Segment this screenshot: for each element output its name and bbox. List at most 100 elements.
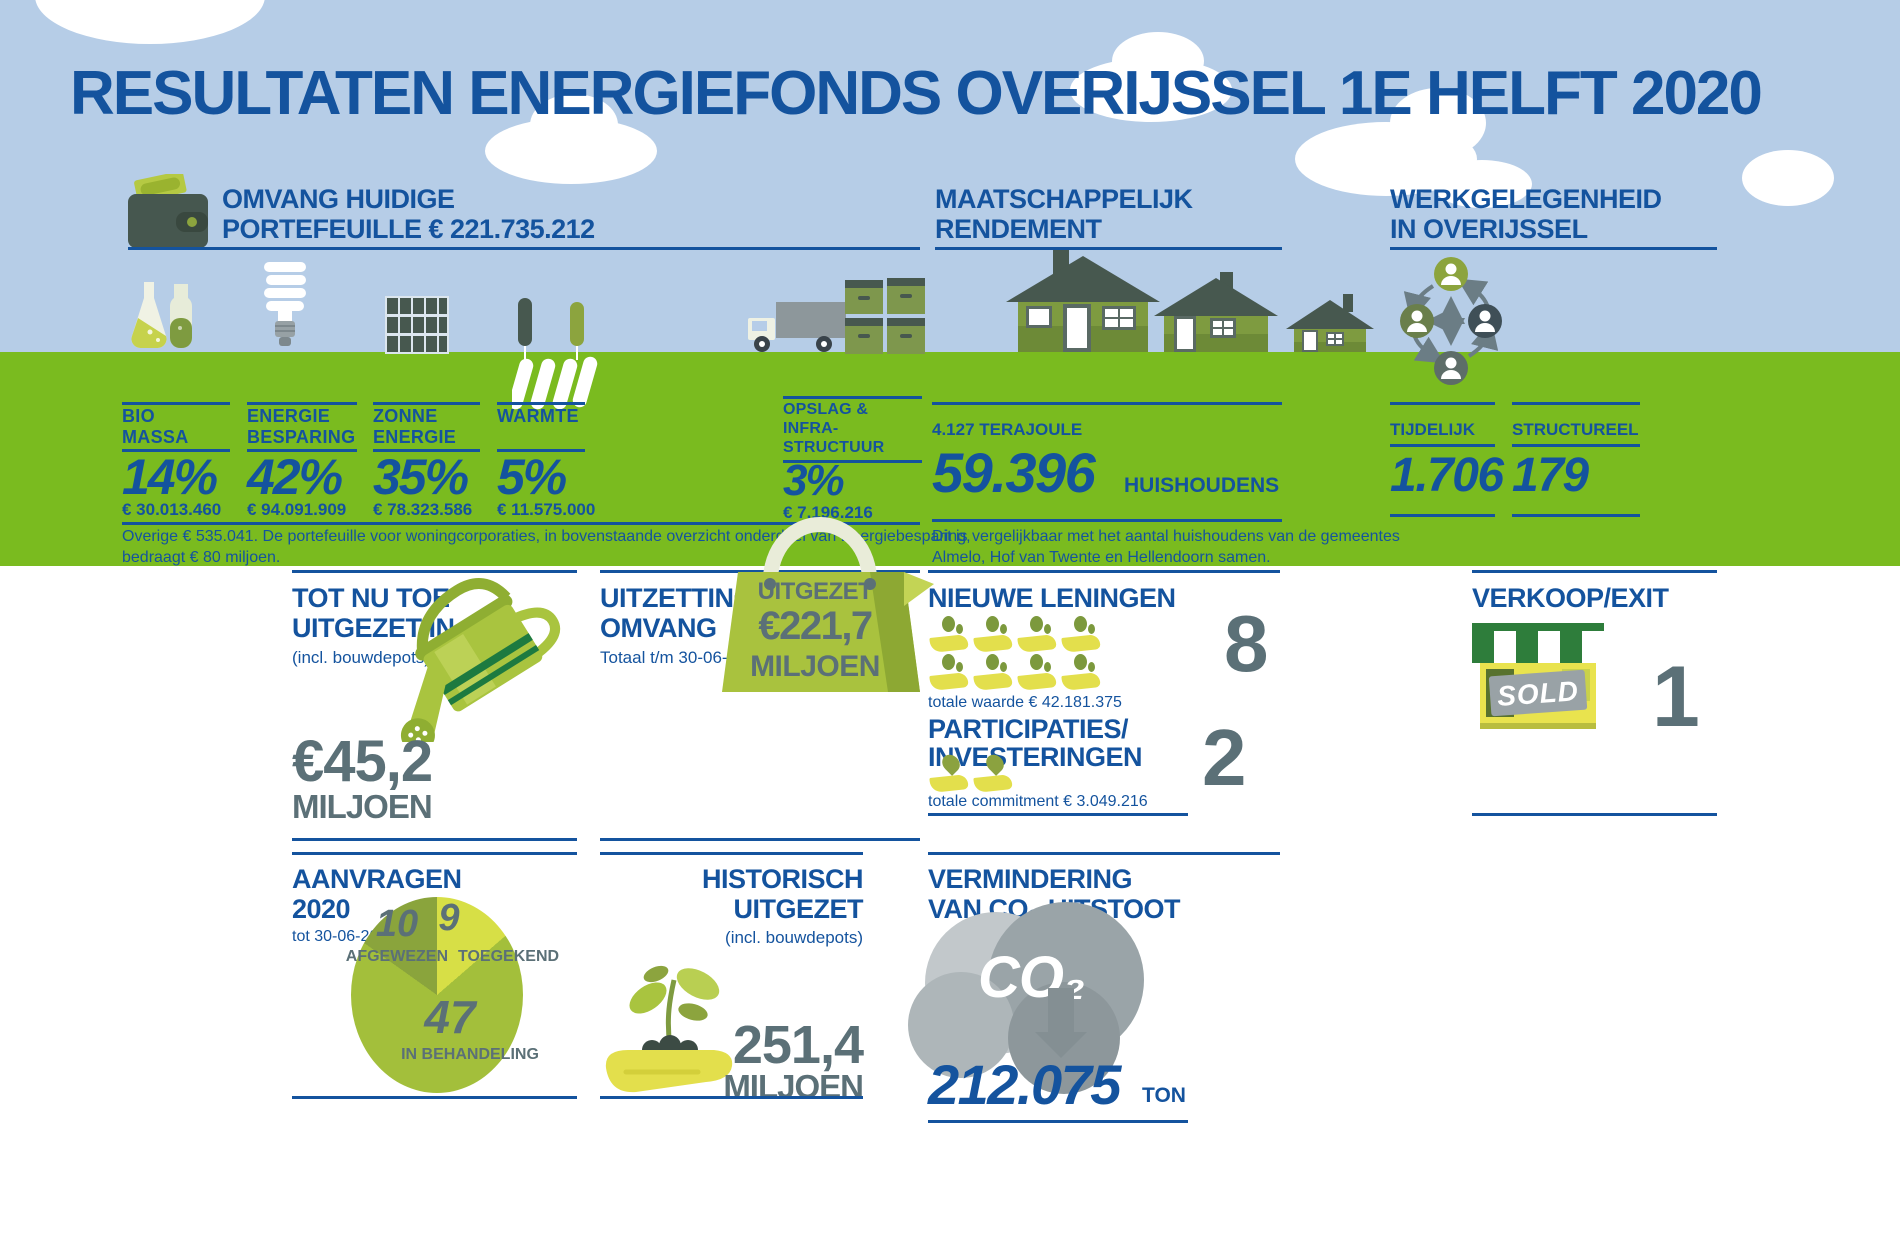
col-label: MASSA: [122, 427, 189, 447]
col-percentage: 3%: [783, 456, 845, 505]
verkoop-count: 1: [1652, 649, 1700, 745]
col-topline: [373, 402, 480, 405]
card-topline: [1472, 570, 1717, 573]
sprout-hand-icon: [605, 965, 733, 1093]
sold-shop-icon: [1472, 623, 1604, 729]
coin-hand-icon: [1018, 654, 1058, 690]
pie-value-afgewezen: 10: [375, 903, 419, 945]
shopping-bag-icon: [722, 517, 934, 692]
aanvragen-bottomline: [292, 1096, 577, 1099]
col-midline: [497, 449, 585, 452]
historisch-bottomline: [600, 1096, 863, 1099]
aanvragen-heading-line2: 2020: [292, 894, 351, 924]
portfolio-underline: [128, 247, 920, 250]
sold-sign-label: SOLD: [1496, 675, 1580, 712]
temporary-topline: [1390, 402, 1495, 405]
portfolio-heading-line2: PORTEFEUILLE € 221.735.212: [222, 214, 595, 244]
portfolio-footnote-line2: bedraagt € 80 miljoen.: [122, 549, 281, 566]
loans-count: 8: [1224, 599, 1268, 688]
coin-hand-icon: [930, 654, 970, 690]
col-label: STRUCTUUR: [783, 439, 885, 456]
cloud-icon: [1742, 150, 1834, 206]
people-network-icon: [1400, 257, 1502, 385]
cloud-icon: [1112, 32, 1204, 90]
col-amount: € 94.091.909: [247, 500, 347, 519]
col-percentage: 35%: [373, 449, 469, 505]
row-divider: [292, 852, 577, 855]
bag-text-line1: UITGEZET: [757, 578, 873, 605]
houses-icon: [1006, 250, 1374, 352]
structural-value: 179: [1512, 449, 1589, 502]
participaties-heading-line1: PARTICIPATIES/: [928, 714, 1129, 744]
col-amount: € 30.013.460: [122, 500, 222, 519]
coin-hand-icon: [974, 616, 1014, 652]
row-divider: [600, 838, 920, 841]
row-divider: [600, 852, 863, 855]
aanvragen-pie-chart: [351, 897, 523, 1093]
temporary-midline: [1390, 444, 1495, 447]
employment-heading-line2: IN OVERIJSSEL: [1390, 214, 1588, 244]
col-label: BESPARING: [247, 427, 356, 447]
social-households-value: 59.396: [932, 441, 1096, 504]
card-topline: [928, 570, 1280, 573]
coin-hand-icon: [1062, 654, 1102, 690]
col-percentage: 14%: [122, 449, 218, 505]
col-percentage: 42%: [247, 449, 343, 505]
col-topline: [783, 396, 922, 399]
card-topline: [600, 570, 920, 573]
social-topline: [932, 402, 1282, 405]
deployed-subnote: (incl. bouwdepots): [292, 648, 430, 667]
bag-text-line3: MILJOEN: [750, 650, 880, 683]
historisch-value: 251,4: [732, 1015, 864, 1075]
delivery-truck-icon: [748, 302, 846, 352]
col-label: ENERGIE: [373, 427, 457, 447]
participaties-count: 2: [1202, 713, 1246, 802]
structural-topline: [1512, 402, 1640, 405]
col-label: BIO: [122, 406, 155, 426]
watering-can-icon: [400, 578, 561, 742]
wallet-icon: [128, 174, 208, 248]
employment-heading-line1: WERKGELEGENHEID: [1390, 184, 1662, 214]
col-topline: [122, 402, 230, 405]
structural-midline: [1512, 444, 1640, 447]
structural-bottomline: [1512, 514, 1640, 517]
grass-band: [0, 352, 1900, 566]
co2-value: 212.075: [928, 1053, 1121, 1116]
deployed-unit: MILJOEN: [292, 788, 433, 825]
solar-panel-icon: [385, 296, 449, 354]
col-midline: [783, 460, 922, 463]
coin-hand-icon: [974, 654, 1014, 690]
col-midline: [247, 449, 357, 452]
col-amount: € 7.196.216: [783, 503, 873, 522]
social-heading-line2: RENDEMENT: [935, 214, 1102, 244]
deployed-value: €45,2: [292, 729, 433, 794]
row-divider: [292, 838, 577, 841]
social-midline: [932, 519, 1282, 522]
col-label: OPSLAG &: [783, 401, 869, 418]
historisch-subnote: (incl. bouwdepots): [725, 928, 863, 947]
historisch-unit: MILJOEN: [723, 1068, 864, 1105]
coin-hand-icon: [1018, 616, 1058, 652]
col-percentage: 5%: [497, 449, 567, 505]
coin-hand-icon: [1062, 616, 1102, 652]
biomass-flasks-icon: [131, 282, 192, 349]
social-households-label: HUISHOUDENS: [1124, 474, 1280, 497]
col-label: WARMTE: [497, 406, 579, 426]
co2-bottomline: [928, 1120, 1188, 1123]
col-midline: [122, 449, 230, 452]
verkoop-bottomline: [1472, 813, 1717, 816]
pie-label-in-behandeling: IN BEHANDELING: [401, 1046, 539, 1063]
col-topline: [247, 402, 357, 405]
page-title: RESULTATEN ENERGIEFONDS OVERIJSSEL 1E HE…: [70, 59, 1763, 128]
aanvragen-heading-line1: AANVRAGEN: [292, 864, 462, 894]
social-underline: [935, 247, 1282, 250]
employment-underline: [1390, 247, 1717, 250]
heat-exchanger-icon: [512, 298, 598, 410]
col-label: ENERGIE: [247, 406, 331, 426]
temporary-label: TIJDELIJK: [1390, 420, 1476, 439]
cloud-icon: [1432, 160, 1532, 208]
pie-value-in-behandeling: 47: [424, 991, 476, 1043]
uitzettingen-subnote: Totaal t/m 30-06-2020: [600, 648, 766, 667]
co2-heading-line1: VERMINDERING: [928, 864, 1133, 894]
participaties-note: totale commitment € 3.049.216: [928, 793, 1148, 810]
